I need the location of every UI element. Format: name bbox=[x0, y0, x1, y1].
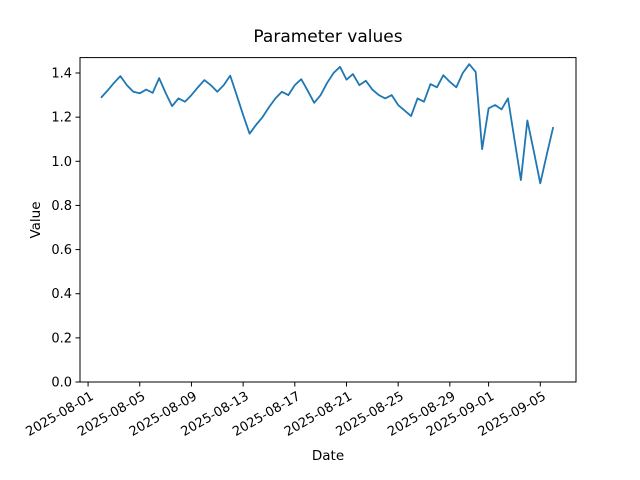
x-axis-label: Date bbox=[311, 448, 345, 464]
y-tick-label: 0.6 bbox=[51, 243, 72, 258]
y-axis-label: Value bbox=[28, 201, 44, 239]
y-tick-label: 1.4 bbox=[51, 67, 72, 82]
y-tick-label: 0.4 bbox=[51, 287, 72, 302]
y-tick-label: 1.0 bbox=[51, 155, 72, 170]
y-tick-label: 1.2 bbox=[51, 111, 72, 126]
y-tick-label: 0.8 bbox=[51, 199, 72, 214]
chart-title: Parameter values bbox=[253, 27, 403, 47]
axes-frame bbox=[79, 57, 577, 383]
y-tick-label: 0.2 bbox=[51, 331, 72, 346]
y-tick-label: 0.0 bbox=[51, 376, 72, 391]
line-series bbox=[100, 63, 555, 185]
